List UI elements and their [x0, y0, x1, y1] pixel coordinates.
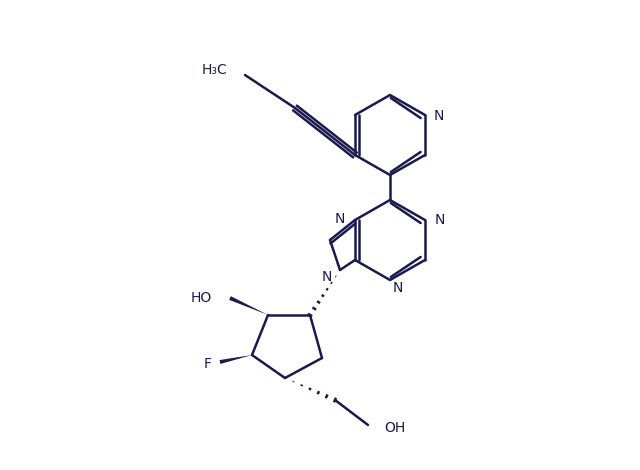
Text: OH: OH	[384, 421, 405, 435]
Polygon shape	[220, 355, 252, 364]
Text: H₃C: H₃C	[201, 63, 227, 77]
Polygon shape	[229, 296, 268, 315]
Text: N: N	[335, 212, 345, 226]
Text: HO: HO	[191, 291, 212, 305]
Text: F: F	[204, 357, 212, 371]
Text: N: N	[322, 270, 332, 284]
Text: N: N	[435, 213, 445, 227]
Text: N: N	[393, 281, 403, 295]
Text: N: N	[434, 109, 444, 123]
